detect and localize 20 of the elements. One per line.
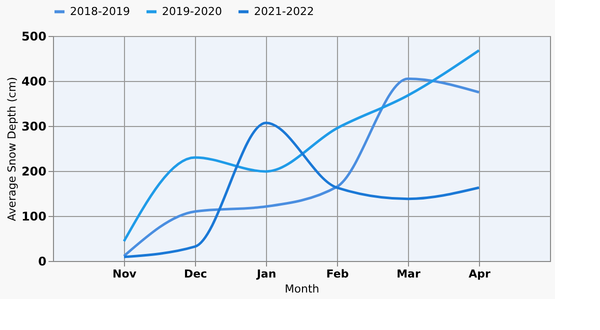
y-tick-label: 300 [21,120,46,134]
line-series [122,78,480,258]
legend-label: 2019-2020 [162,4,222,18]
x-tick-label: Apr [468,268,491,280]
x-tick-label: Nov [112,268,138,280]
y-tick-label: 0 [38,254,46,268]
y-tick-label: 100 [21,210,46,224]
x-tick-label: Mar [396,268,421,280]
y-tick-label: 200 [21,164,46,178]
y-tick-label: 400 [21,74,46,88]
x-tick-label: Jan [256,268,276,280]
x-tick-label: Dec [184,268,208,280]
legend-label: 2021-2022 [254,4,314,18]
x-axis-title: Month [284,282,320,296]
y-tick-label: 500 [21,30,46,44]
line-series [122,122,480,258]
x-tick-label: Feb [326,268,349,280]
line-series [122,49,480,242]
legend-label: 2018-2019 [70,4,130,18]
y-axis-title: Average Snow Depth (cm) [5,76,18,222]
